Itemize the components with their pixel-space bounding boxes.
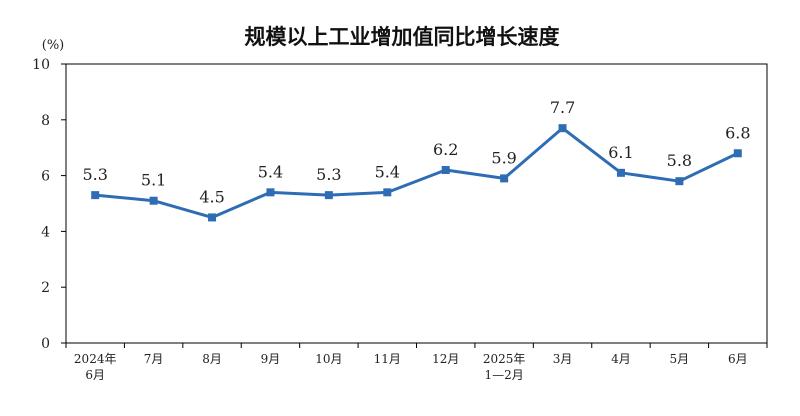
x-tick-label: 8月 [202,352,222,366]
x-tick-label-line: 11月 [374,352,401,366]
x-tick-label: 2024年 6月 [74,352,117,382]
y-tick-label: 2 [41,280,50,296]
data-label: 6.8 [725,123,750,142]
x-tick-label: 5月 [670,352,690,366]
x-tick-label-line: 9月 [261,352,281,366]
y-tick-label: 6 [41,169,50,185]
y-axis-unit: (%) [42,38,65,53]
x-tick-label: 7月 [144,352,164,366]
x-tick-label: 2025年 1—2月 [483,352,526,382]
x-tick-label: 12月 [432,352,459,366]
y-tick-label: 10 [32,57,50,73]
axes [65,63,768,344]
y-tick-label: 0 [41,336,50,352]
x-tick-label-line: 5月 [670,352,690,366]
series [91,124,742,222]
x-tick-label: 6月 [728,352,748,366]
data-label: 5.3 [82,165,107,184]
data-label: 4.5 [199,187,224,206]
x-tick-label-line: 3月 [553,352,573,366]
x-tick-label-line: 12月 [432,352,459,366]
series-line [93,126,740,219]
data-label: 6.1 [608,143,633,162]
x-tick-label-line: 1—2月 [484,368,523,382]
y-tick-label: 8 [41,113,50,129]
data-point-marker [558,124,567,133]
data-point-marker [266,188,275,197]
data-label: 5.8 [667,151,692,170]
data-label: 7.7 [550,98,575,117]
x-tick-label-line: 4月 [611,352,631,366]
data-point-marker [675,177,684,186]
data-label: 5.4 [258,162,283,181]
x-tick-label-line: 6月 [85,368,105,382]
x-tick-label: 10月 [315,352,342,366]
data-point-marker [324,191,333,200]
y-tick-label: 4 [41,224,50,240]
data-point-marker [616,168,625,177]
data-label: 5.1 [141,171,166,190]
data-point-marker [91,191,100,200]
data-point-marker [441,166,450,175]
chart-title: 规模以上工业增加值同比增长速度 [245,25,560,49]
x-tick-label: 11月 [374,352,401,366]
x-tick-label: 9月 [261,352,281,366]
data-label: 6.2 [433,140,458,159]
data-point-marker [733,149,742,158]
x-tick-label-line: 2025年 [483,352,526,366]
x-tick-label-line: 6月 [728,352,748,366]
x-tick-label: 4月 [611,352,631,366]
x-tick-label: 3月 [553,352,573,366]
data-point-marker [500,174,509,183]
x-axis-ticks: 2024年 6月 7月 8月 9月 10月 11月 12月 2025年 1—2月 3月 4月 5月 6月 [65,343,768,382]
x-tick-label-line: 7月 [144,352,164,366]
data-point-marker [383,188,392,197]
y-axis-ticks: 0 2 4 6 8 10 [32,57,66,352]
data-label: 5.4 [375,162,400,181]
data-point-marker [208,213,217,222]
data-labels: 5.3 5.1 4.5 5.4 5.3 5.4 6.2 5.9 7.7 6.1 5.8 6.8 [82,98,750,206]
x-tick-label-line: 2024年 [74,352,117,366]
data-label: 5.9 [491,148,516,167]
data-point-marker [149,196,158,205]
plot-frame [65,63,768,344]
x-tick-label-line: 8月 [202,352,222,366]
x-tick-label-line: 10月 [315,352,342,366]
data-label: 5.3 [316,165,341,184]
